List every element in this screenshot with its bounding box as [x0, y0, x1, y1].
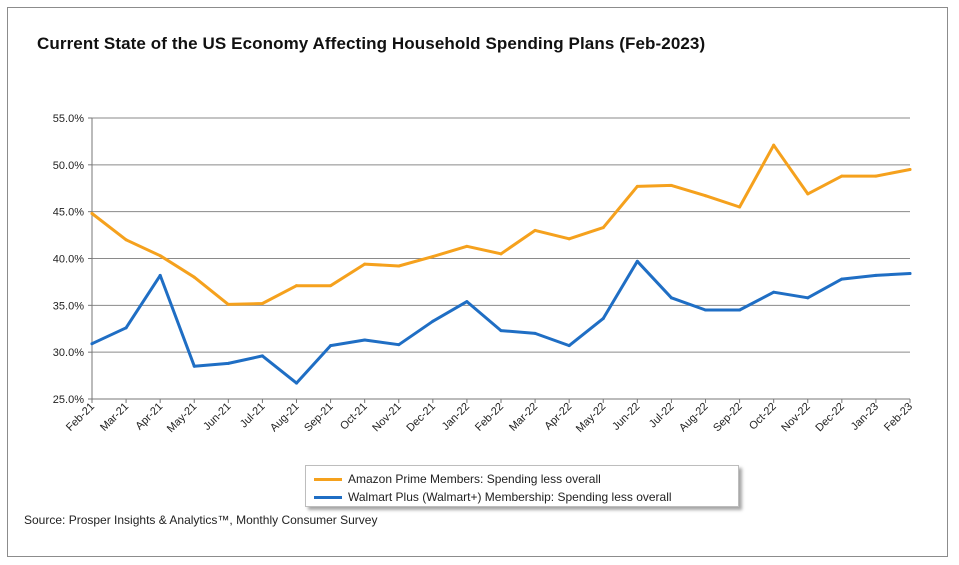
data-point-amazon [601, 226, 605, 230]
legend: Amazon Prime Members: Spending less over… [305, 465, 739, 507]
data-point-walmart [226, 361, 230, 365]
legend-label-amazon: Amazon Prime Members: Spending less over… [348, 472, 601, 486]
data-point-amazon [499, 252, 503, 256]
x-tick-label: Nov-22 [779, 401, 813, 435]
data-point-amazon [908, 168, 912, 172]
x-tick-label: Mar-22 [507, 401, 540, 434]
y-tick-label: 35.0% [53, 300, 84, 312]
data-point-walmart [704, 308, 707, 312]
data-point-walmart [806, 296, 810, 300]
data-point-amazon [669, 183, 673, 187]
x-tick-label: May-21 [165, 401, 199, 435]
data-point-amazon [874, 174, 878, 178]
data-point-walmart [601, 316, 605, 320]
data-point-walmart [295, 381, 298, 385]
data-point-walmart [329, 344, 333, 348]
legend-item-amazon: Amazon Prime Members: Spending less over… [314, 470, 601, 488]
y-tick-label: 55.0% [53, 113, 84, 125]
x-tick-label: Feb-23 [882, 401, 915, 434]
data-point-amazon [90, 212, 94, 216]
x-tick-label: Apr-22 [542, 401, 574, 433]
y-tick-label: 45.0% [53, 207, 84, 219]
data-point-amazon [567, 237, 571, 241]
data-point-walmart [772, 290, 776, 294]
x-tick-label: Dec-21 [404, 401, 438, 435]
x-tick-label: Jan-23 [849, 401, 881, 433]
data-point-walmart [397, 343, 401, 347]
data-point-walmart [533, 331, 537, 335]
data-point-amazon [738, 205, 742, 209]
series-layer [90, 143, 912, 385]
x-tick-label: Mar-21 [98, 401, 131, 434]
data-point-amazon [295, 284, 298, 288]
series-line-walmart [90, 259, 912, 385]
chart-title: Current State of the US Economy Affectin… [37, 34, 706, 53]
x-tick-label: Jun-21 [201, 401, 233, 433]
x-tick-label: Jul-21 [238, 401, 268, 431]
x-tick-label: Apr-21 [133, 401, 165, 433]
x-tick-label: Aug-21 [268, 401, 302, 435]
y-tick-label: 50.0% [53, 160, 84, 172]
data-point-walmart [260, 354, 264, 358]
data-point-amazon [635, 184, 639, 188]
data-point-walmart [363, 338, 367, 342]
x-tick-label: Nov-21 [370, 401, 404, 435]
data-point-amazon [704, 194, 707, 198]
x-tick-label: Jul-22 [647, 401, 677, 431]
data-point-amazon [397, 264, 401, 268]
data-point-walmart [192, 364, 196, 368]
data-point-amazon [465, 244, 469, 248]
data-point-walmart [431, 319, 435, 323]
series-line-amazon [90, 143, 912, 306]
data-point-walmart [567, 344, 571, 348]
y-tick-label: 40.0% [53, 254, 84, 266]
data-point-walmart [738, 308, 742, 312]
legend-label-walmart: Walmart Plus (Walmart+) Membership: Spen… [348, 490, 672, 504]
x-tick-label: Feb-22 [473, 401, 506, 434]
data-point-amazon [124, 238, 128, 242]
data-point-walmart [465, 300, 469, 304]
legend-swatch-walmart [314, 495, 342, 499]
x-tick-label: Oct-21 [338, 401, 370, 433]
x-tick-label: Sep-21 [302, 401, 336, 435]
y-tick-label: 30.0% [53, 347, 84, 359]
data-point-amazon [840, 174, 844, 178]
data-point-walmart [124, 326, 128, 330]
x-tick-label: May-22 [574, 401, 608, 435]
legend-item-walmart: Walmart Plus (Walmart+) Membership: Spen… [314, 488, 672, 506]
y-tick-labels: 55.0% 50.0% 45.0% 40.0% 35.0% 30.0% 25.0% [53, 113, 84, 406]
data-point-walmart [908, 271, 912, 275]
data-point-amazon [158, 254, 162, 258]
data-point-walmart [90, 342, 94, 346]
legend-swatch-amazon [314, 477, 342, 481]
x-tick-label: Sep-22 [711, 401, 745, 435]
axis-layer [88, 117, 911, 403]
data-point-amazon [260, 301, 264, 305]
data-point-amazon [192, 275, 196, 279]
x-tick-label: Jun-22 [610, 401, 642, 433]
x-tick-label: Aug-22 [677, 401, 711, 435]
x-tick-label: Dec-22 [813, 401, 847, 435]
grid-layer [92, 117, 910, 353]
data-point-amazon [533, 228, 537, 232]
data-point-walmart [158, 273, 162, 277]
y-tick-label: 25.0% [53, 394, 84, 406]
data-point-amazon [431, 255, 435, 259]
data-point-walmart [499, 329, 503, 333]
x-tick-label: Oct-22 [747, 401, 779, 433]
x-tick-labels: Feb-21 Mar-21 Apr-21 May-21 Jun-21 Jul-21 Aug-… [64, 401, 915, 435]
data-point-walmart [840, 277, 844, 281]
data-point-amazon [363, 262, 367, 266]
data-point-walmart [635, 259, 639, 263]
source-note: Source: Prosper Insights & Analytics™, M… [24, 513, 378, 527]
x-tick-label: Jan-22 [440, 401, 472, 433]
data-point-amazon [329, 284, 333, 288]
data-point-amazon [806, 192, 810, 196]
data-point-walmart [874, 273, 878, 277]
data-point-walmart [669, 296, 673, 300]
data-point-amazon [772, 143, 776, 147]
data-point-amazon [226, 302, 230, 306]
